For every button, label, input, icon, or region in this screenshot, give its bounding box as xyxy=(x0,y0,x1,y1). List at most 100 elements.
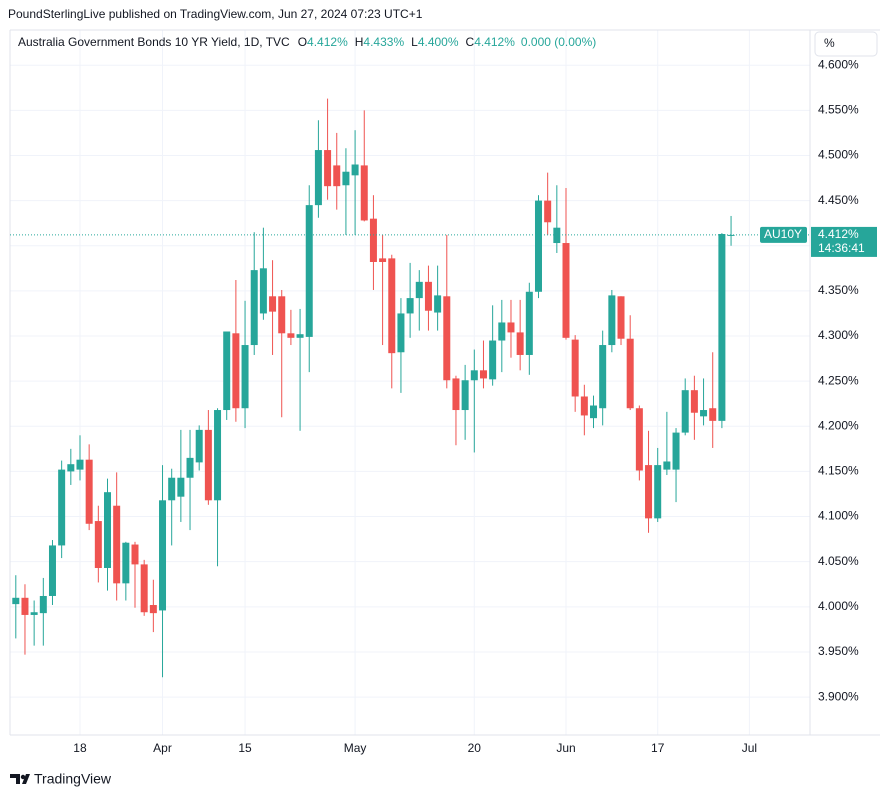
candle-body xyxy=(635,408,643,471)
candle-body xyxy=(168,477,176,501)
y-tick-label: 4.250% xyxy=(818,373,859,387)
x-tick-label: 15 xyxy=(238,741,252,755)
candle-body xyxy=(681,390,689,433)
candle-body xyxy=(406,298,414,314)
candle-body xyxy=(599,345,607,409)
candle-body xyxy=(424,281,432,311)
candle-body xyxy=(571,339,579,397)
candle-body xyxy=(342,171,350,186)
candle-body xyxy=(479,370,487,379)
candle-body xyxy=(324,150,332,187)
y-tick-label: 4.450% xyxy=(818,193,859,207)
candle-body xyxy=(232,333,240,409)
y-tick-label: 4.050% xyxy=(818,554,859,568)
legend-value: 4.400% xyxy=(418,35,459,49)
candle-body xyxy=(718,234,726,421)
candle-body xyxy=(314,150,322,206)
candle-body xyxy=(388,258,396,354)
countdown: 14:36:41 xyxy=(818,241,865,255)
candle-body xyxy=(48,545,56,596)
x-tick-label: 17 xyxy=(651,741,665,755)
legend-key: L xyxy=(411,35,418,49)
candle-body xyxy=(690,390,698,413)
candle-body xyxy=(296,334,304,338)
candle-body xyxy=(351,164,359,176)
candle-body xyxy=(30,612,38,615)
legend-change: 0.000 (0.00%) xyxy=(521,35,596,49)
y-tick-label: 4.600% xyxy=(818,57,859,71)
x-tick-label: 18 xyxy=(73,741,87,755)
y-tick-label: 4.500% xyxy=(818,148,859,162)
candle-body xyxy=(195,429,203,463)
candle-body xyxy=(177,477,185,497)
candle-body xyxy=(12,597,20,605)
symbol: AU10Y xyxy=(764,227,802,241)
candle-body xyxy=(516,332,524,355)
candle-body xyxy=(186,457,194,478)
candle-body xyxy=(534,200,542,292)
candle-body xyxy=(223,331,231,411)
candle-body xyxy=(85,459,93,524)
legend-title: Australia Government Bonds 10 YR Yield, … xyxy=(18,35,290,49)
legend-value: 4.412% xyxy=(307,35,348,49)
candle-body xyxy=(140,564,148,613)
candle-body xyxy=(122,542,130,584)
candle-body xyxy=(434,295,442,313)
symbol-badge xyxy=(760,226,807,243)
scale-mode: % xyxy=(824,36,835,50)
candle-body xyxy=(672,432,680,470)
y-tick-label: 4.350% xyxy=(818,283,859,297)
candle-body xyxy=(21,597,29,615)
candle-body xyxy=(580,396,588,416)
x-tick-label: Jul xyxy=(742,741,757,755)
y-tick-label: 3.900% xyxy=(818,689,859,703)
grid xyxy=(10,30,810,735)
candle-body xyxy=(113,505,121,584)
candle-body xyxy=(461,380,469,411)
candle-body xyxy=(397,313,405,353)
candle-body xyxy=(498,322,506,341)
candle-body xyxy=(369,218,377,262)
y-tick-label: 4.200% xyxy=(818,418,859,432)
candle-body xyxy=(654,465,662,519)
candle-body xyxy=(94,521,102,569)
y-tick-label: 3.950% xyxy=(818,644,859,658)
candle-body xyxy=(452,378,460,411)
legend-value: 4.433% xyxy=(363,35,404,49)
candle-body xyxy=(544,200,552,223)
legend-key: O xyxy=(298,35,307,49)
candle-body xyxy=(608,295,616,346)
candle-body xyxy=(507,322,515,333)
candle-body xyxy=(159,500,167,611)
candle-body xyxy=(259,268,267,314)
candle-body xyxy=(305,205,313,337)
candle-body xyxy=(645,465,653,519)
y-tick-label: 4.150% xyxy=(818,464,859,478)
candle-body xyxy=(700,410,708,417)
candle-body xyxy=(415,281,423,299)
candle-body xyxy=(149,605,157,614)
candle-body xyxy=(709,408,717,421)
x-tick-label: 20 xyxy=(468,741,482,755)
candle-body xyxy=(104,492,111,569)
candle-body xyxy=(626,338,634,409)
y-tick-label: 4.300% xyxy=(818,328,859,342)
last-price: 4.412% xyxy=(818,227,859,241)
candles xyxy=(12,98,735,678)
scale-mode-button[interactable] xyxy=(814,31,878,57)
candle-body xyxy=(360,165,368,221)
candle-body xyxy=(287,333,295,338)
candle-body xyxy=(333,165,341,187)
tradingview-logo xyxy=(10,774,30,784)
candle-body xyxy=(617,296,625,339)
candle-body xyxy=(204,429,212,501)
candle-body xyxy=(727,234,735,236)
published-note: PoundSterlingLive published on TradingVi… xyxy=(8,7,423,21)
candle-body xyxy=(241,345,249,409)
candle-body xyxy=(443,296,451,381)
legend: Australia Government Bonds 10 YR Yield, … xyxy=(18,35,596,49)
legend-value: 4.412% xyxy=(474,35,515,49)
legend-key: H xyxy=(355,35,364,49)
candle-body xyxy=(590,405,598,419)
